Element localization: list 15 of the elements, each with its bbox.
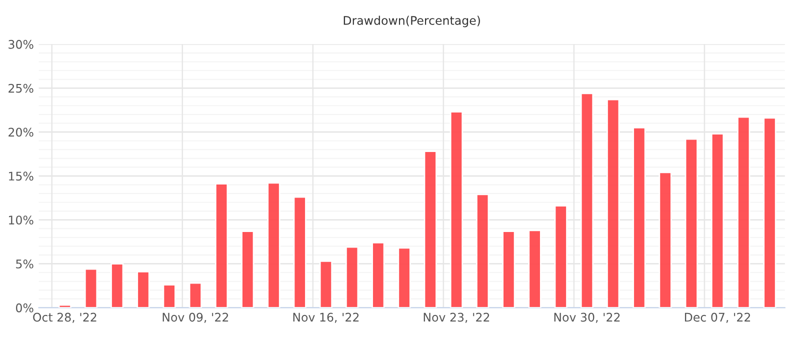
chart-title: Drawdown(Percentage) xyxy=(344,16,480,28)
x-tick-label: Oct 28, '22 xyxy=(33,312,96,323)
y-tick-label: 15% xyxy=(9,172,34,181)
x-tick-label: Nov 09, '22 xyxy=(162,312,228,323)
y-tick-label: 5% xyxy=(16,260,34,268)
y-tick-label: 20% xyxy=(8,128,34,137)
x-tick-label: Dec 07, '22 xyxy=(684,312,750,323)
x-tick-label: Nov 16, '22 xyxy=(293,312,359,323)
bar xyxy=(58,304,72,308)
y-tick-label: 0% xyxy=(16,303,34,312)
x-tick-label: Nov 23, '22 xyxy=(424,312,490,323)
x-tick-label: Nov 30, '22 xyxy=(554,312,620,323)
y-tick-label: 25% xyxy=(8,84,34,93)
y-tick-label: 10% xyxy=(9,216,34,225)
y-tick-label: 30% xyxy=(8,40,34,49)
